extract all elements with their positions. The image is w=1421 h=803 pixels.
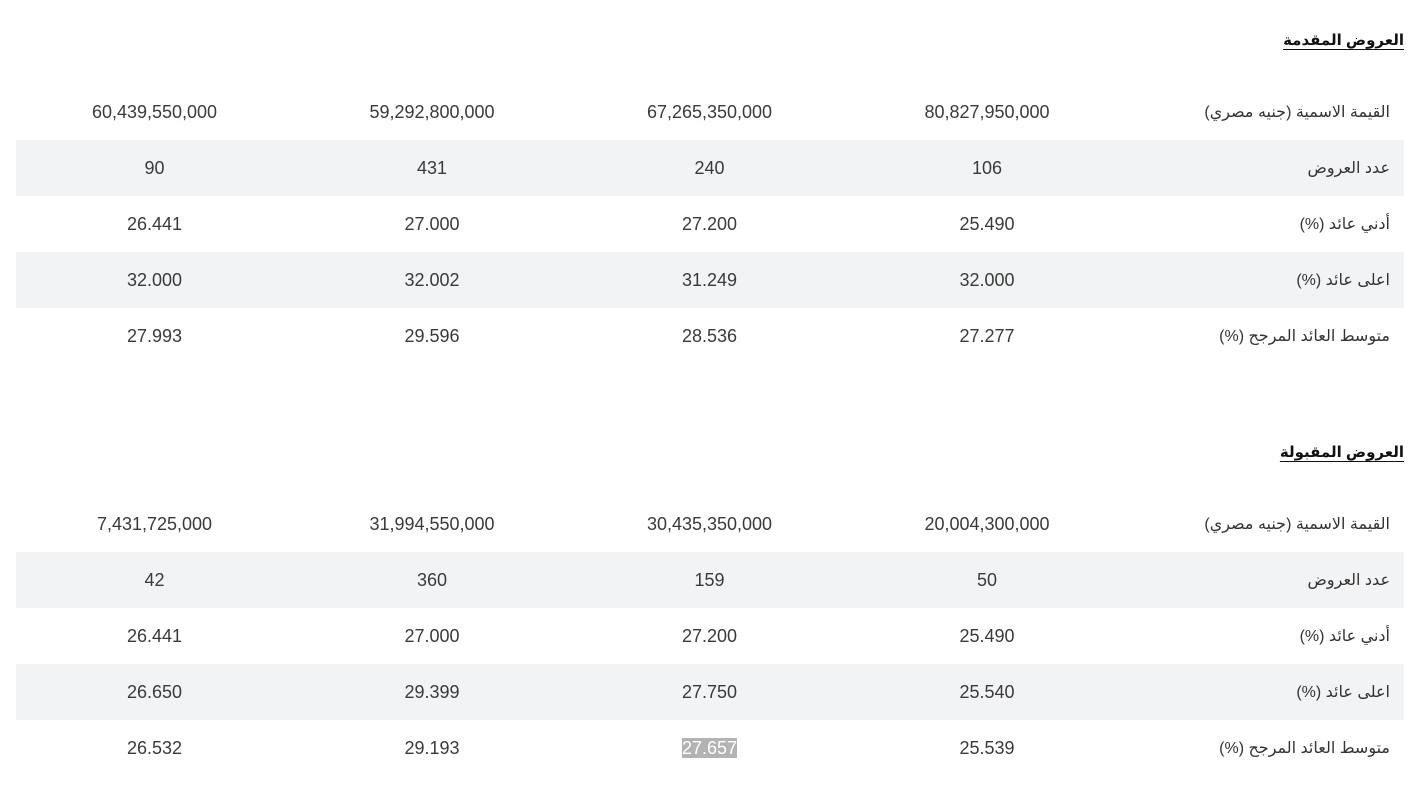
table-row: 42 360 159 50 عدد العروض (16, 552, 1404, 608)
row-label: أدني عائد (%) (1299, 216, 1390, 233)
table-row: 60,439,550,000 59,292,800,000 67,265,350… (16, 84, 1404, 140)
section-title: العروض المقبولة (16, 442, 1404, 464)
value-cell: 106 (848, 140, 1126, 196)
row-label: اعلى عائد (%) (1126, 664, 1404, 720)
accepted-bids-table: 7,431,725,000 31,994,550,000 30,435,350,… (16, 496, 1404, 776)
value-cell: 26.441 (126, 625, 183, 646)
value-cell: 25.539 (959, 737, 1015, 758)
value-cell: 29.193 (404, 737, 460, 758)
value-cell: 42 (16, 552, 293, 608)
row-label: أدني عائد (%) (1299, 628, 1390, 645)
value-cell: 67,265,350,000 (646, 101, 773, 122)
row-label: القيمة الاسمية (جنيه مصري) (1204, 516, 1390, 533)
row-label: اعلى عائد (%) (1126, 252, 1404, 308)
value-cell: 50 (848, 552, 1126, 608)
table-row: 26.532 29.193 27.657 25.539 متوسط العائد… (16, 720, 1404, 776)
value-cell: 25.540 (848, 664, 1126, 720)
value-cell: 31.249 (571, 252, 848, 308)
value-cell: 32.000 (16, 252, 293, 308)
submitted-bids-title: العروض المقدمة (1283, 32, 1404, 49)
row-label: عدد العروض (1126, 140, 1404, 196)
value-cell: 25.490 (959, 213, 1015, 234)
selected-text[interactable]: 27.657 (681, 737, 738, 758)
value-cell: 60,439,550,000 (91, 101, 218, 122)
value-cell: 27.200 (681, 625, 738, 646)
value-cell: 30,435,350,000 (646, 513, 773, 534)
row-label: متوسط العائد المرجح (%) (1219, 740, 1390, 757)
value-cell: 27.277 (959, 325, 1015, 346)
value-cell: 31,994,550,000 (369, 513, 495, 534)
value-cell: 159 (571, 552, 848, 608)
value-cell: 25.490 (959, 625, 1015, 646)
value-cell: 90 (16, 140, 293, 196)
value-cell: 59,292,800,000 (369, 101, 495, 122)
accepted-bids-title: العروض المقبولة (1279, 444, 1404, 461)
value-cell: 27.200 (681, 213, 738, 234)
accepted-bids-section: العروض المقبولة 7,431,725,000 31,994,550… (16, 442, 1404, 776)
section-title: العروض المقدمة (16, 30, 1404, 52)
table-row: 7,431,725,000 31,994,550,000 30,435,350,… (16, 496, 1404, 552)
table-row: 90 431 240 106 عدد العروض (16, 140, 1404, 196)
value-cell: 26.441 (126, 213, 183, 234)
value-cell: 27.657 (571, 720, 848, 776)
value-cell: 240 (571, 140, 848, 196)
table-row: 26.441 27.000 27.200 25.490 أدني عائد (%… (16, 608, 1404, 664)
value-cell: 27.000 (404, 213, 460, 234)
value-cell: 29.596 (404, 325, 460, 346)
value-cell: 27.993 (126, 325, 183, 346)
value-cell: 32.000 (848, 252, 1126, 308)
value-cell: 27.750 (571, 664, 848, 720)
value-cell: 20,004,300,000 (924, 513, 1050, 534)
submitted-bids-table: 60,439,550,000 59,292,800,000 67,265,350… (16, 84, 1404, 364)
value-cell: 26.532 (126, 737, 183, 758)
row-label: عدد العروض (1126, 552, 1404, 608)
value-cell: 80,827,950,000 (924, 101, 1050, 122)
value-cell: 360 (293, 552, 571, 608)
row-label: القيمة الاسمية (جنيه مصري) (1204, 104, 1390, 121)
table-row: 26.650 29.399 27.750 25.540 اعلى عائد (%… (16, 664, 1404, 720)
value-cell: 26.650 (16, 664, 293, 720)
value-cell: 431 (293, 140, 571, 196)
table-row: 32.000 32.002 31.249 32.000 اعلى عائد (%… (16, 252, 1404, 308)
table-row: 27.993 29.596 28.536 27.277 متوسط العائد… (16, 308, 1404, 364)
row-label: متوسط العائد المرجح (%) (1219, 328, 1390, 345)
table-row: 26.441 27.000 27.200 25.490 أدني عائد (%… (16, 196, 1404, 252)
value-cell: 7,431,725,000 (96, 513, 213, 534)
submitted-bids-section: العروض المقدمة 60,439,550,000 59,292,800… (16, 30, 1404, 364)
value-cell: 32.002 (293, 252, 571, 308)
value-cell: 27.000 (404, 625, 460, 646)
value-cell: 28.536 (681, 325, 738, 346)
value-cell: 29.399 (293, 664, 571, 720)
